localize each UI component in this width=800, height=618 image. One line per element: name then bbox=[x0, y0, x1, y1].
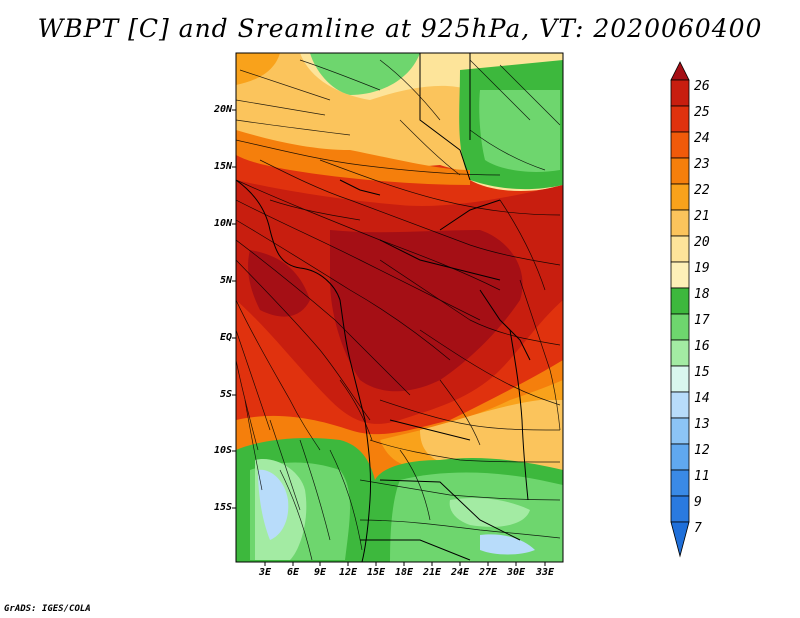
colorbar-label: 11 bbox=[694, 469, 710, 484]
lon-label: 3E bbox=[258, 567, 272, 578]
lat-label: 5N bbox=[219, 275, 232, 286]
colorbar-label: 22 bbox=[694, 183, 710, 198]
wbpt-field bbox=[236, 53, 563, 562]
lat-label: 15N bbox=[213, 161, 232, 172]
lon-label: 9E bbox=[313, 567, 327, 578]
lon-label: 33E bbox=[535, 567, 555, 578]
lon-label: 15E bbox=[366, 567, 386, 578]
lon-label: 24E bbox=[450, 567, 470, 578]
colorbar-label: 12 bbox=[694, 443, 710, 458]
lat-label: 10S bbox=[213, 445, 232, 456]
colorbar bbox=[670, 61, 690, 558]
colorbar-label: 16 bbox=[694, 339, 710, 354]
lat-label: 5S bbox=[219, 389, 232, 400]
colorbar-label: 13 bbox=[694, 417, 710, 432]
colorbar-label: 9 bbox=[694, 495, 702, 510]
colorbar-label: 20 bbox=[694, 235, 710, 250]
map-title: WBPT [C] and Sreamline at 925hPa, VT: 20… bbox=[37, 14, 763, 43]
colorbar-label: 14 bbox=[694, 391, 710, 406]
lat-label: 15S bbox=[213, 502, 232, 513]
lon-label: 27E bbox=[478, 567, 498, 578]
colorbar-label: 7 bbox=[694, 521, 702, 536]
lon-label: 30E bbox=[506, 567, 526, 578]
colorbar-label: 25 bbox=[694, 105, 710, 120]
colorbar-label: 26 bbox=[694, 79, 710, 94]
lon-label: 6E bbox=[286, 567, 300, 578]
colorbar-label: 21 bbox=[694, 209, 710, 224]
colorbar-label: 15 bbox=[694, 365, 710, 380]
grads-credit: GrADS: IGES/COLA bbox=[4, 604, 91, 614]
lon-label: 12E bbox=[338, 567, 358, 578]
lon-label: 18E bbox=[394, 567, 414, 578]
lat-label: EQ bbox=[219, 332, 232, 343]
colorbar-label: 17 bbox=[694, 313, 710, 328]
lat-label: 10N bbox=[213, 218, 232, 229]
map-frame bbox=[235, 52, 564, 563]
colorbar-label: 24 bbox=[694, 131, 710, 146]
colorbar-label: 23 bbox=[694, 157, 710, 172]
lat-label: 20N bbox=[213, 104, 232, 115]
colorbar-label: 19 bbox=[694, 261, 710, 276]
colorbar-label: 18 bbox=[694, 287, 710, 302]
lon-label: 21E bbox=[422, 567, 442, 578]
